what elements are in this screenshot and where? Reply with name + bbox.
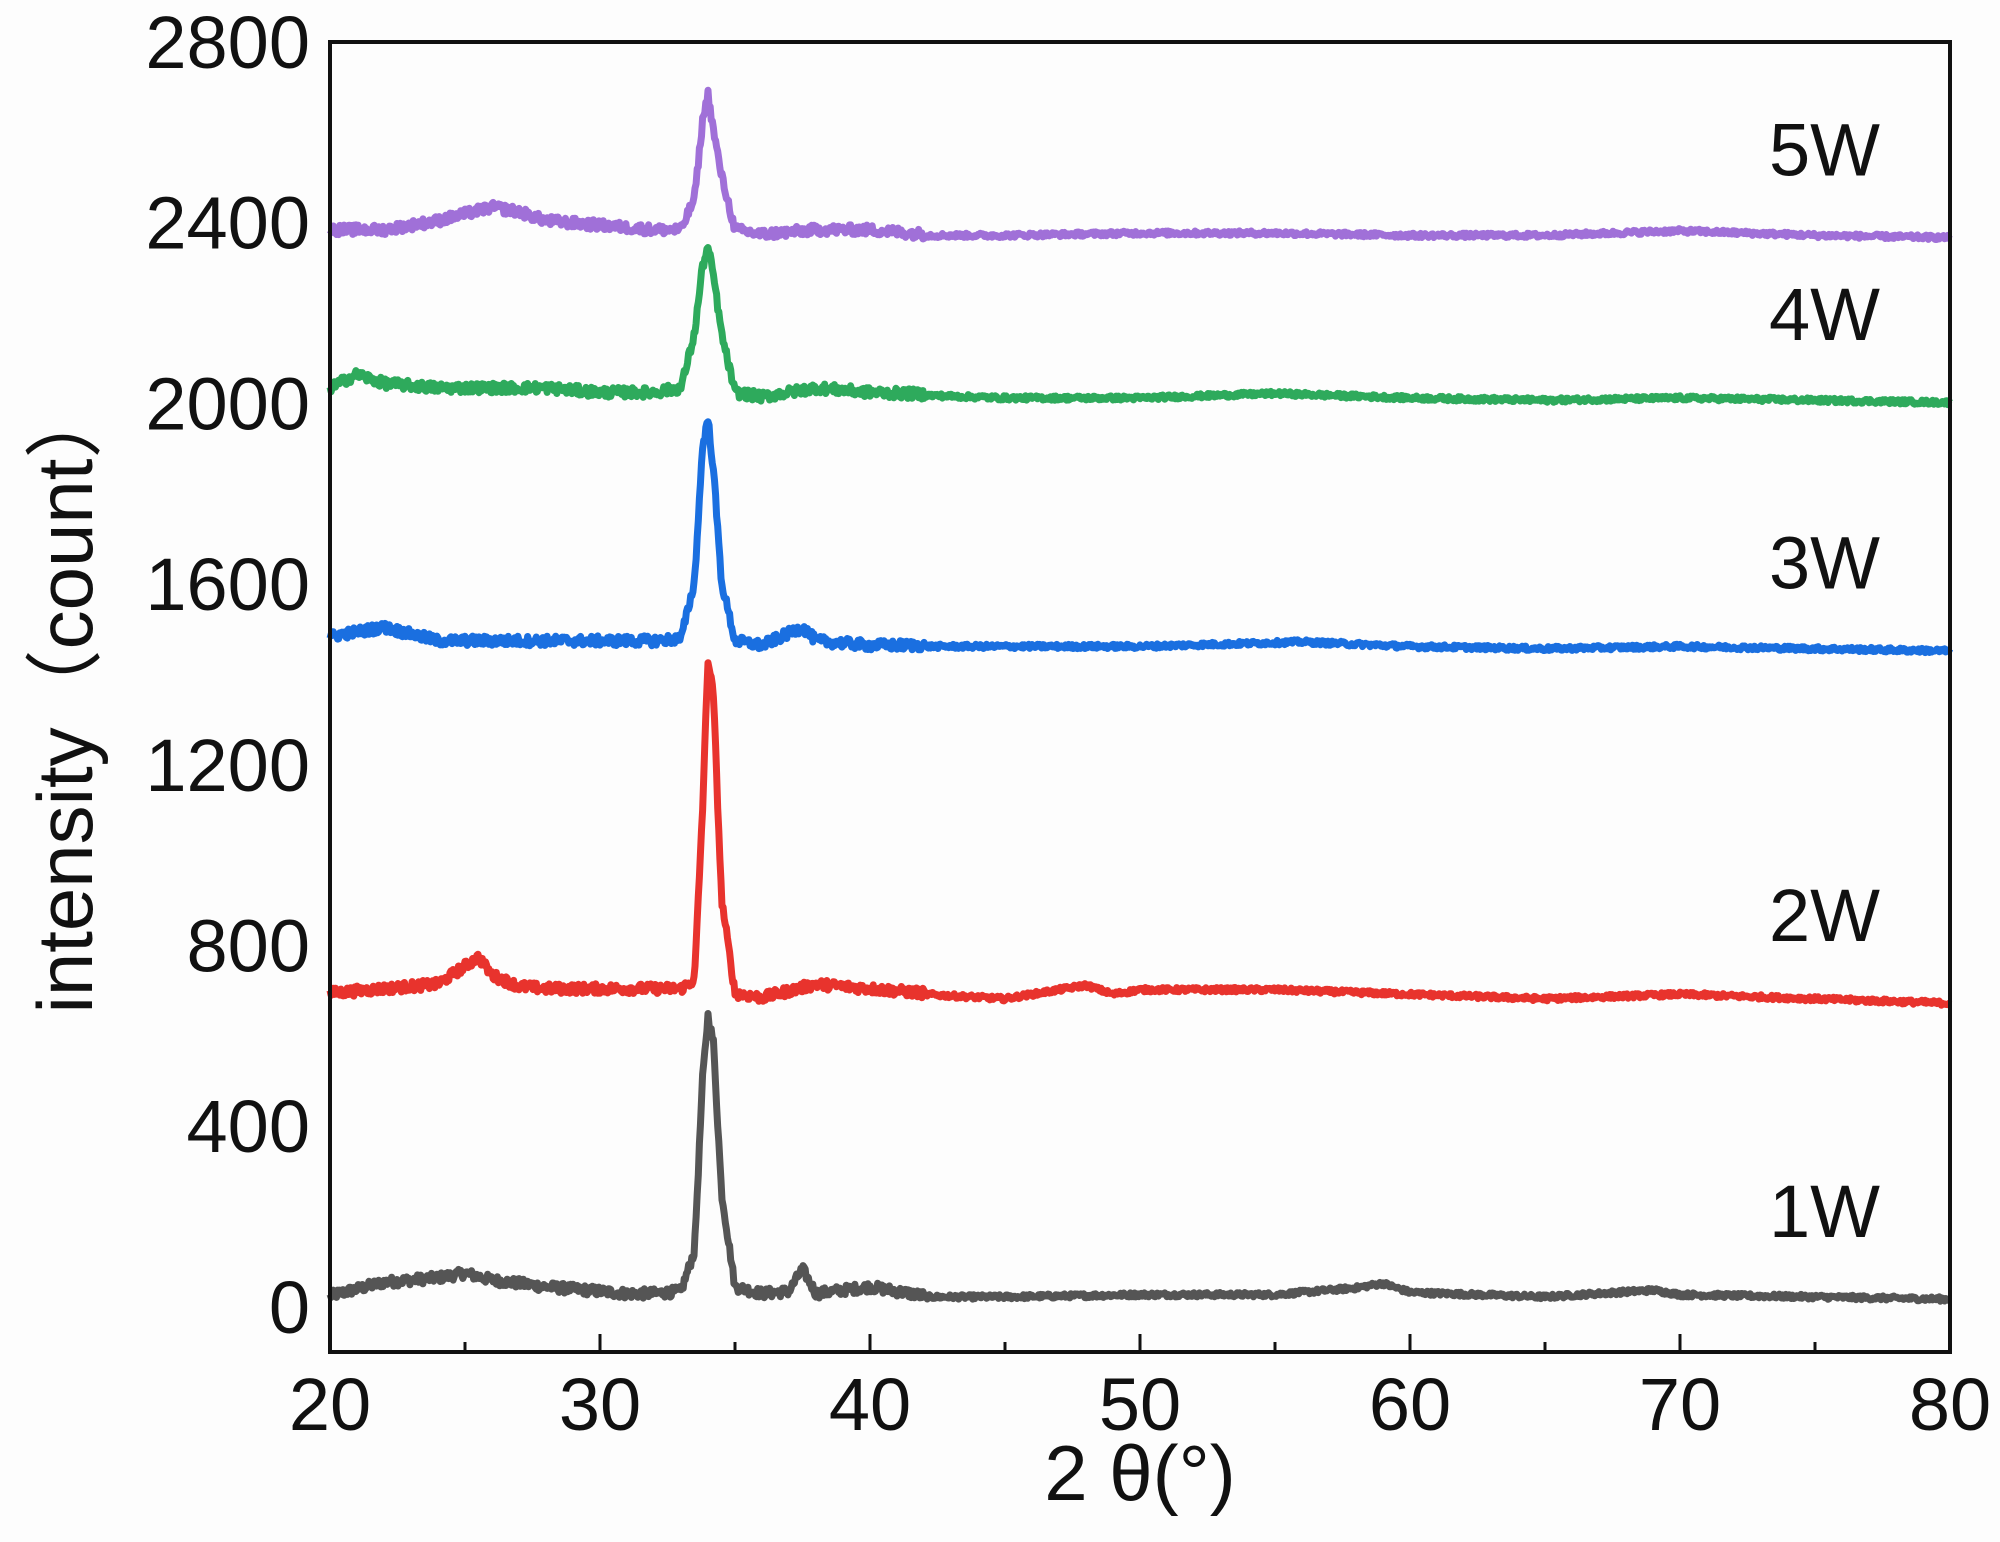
x-tick-label: 60 xyxy=(1369,1363,1451,1446)
x-tick-label: 20 xyxy=(289,1363,371,1446)
y-axis-ticks: 0 400 800 1200 1600 2000 2400 2800 xyxy=(145,1,310,1349)
y-tick-label: 2000 xyxy=(145,362,310,445)
series-label-1W: 1W xyxy=(1769,1170,1880,1253)
y-tick-label: 800 xyxy=(187,904,310,987)
series-line-2W xyxy=(326,659,1953,1009)
series-label-layer: 1W 2W 3W 4W 5W xyxy=(1769,108,1880,1253)
y-tick-label: 2800 xyxy=(145,1,310,84)
x-tick-label: 50 xyxy=(1099,1363,1181,1446)
x-tick-label: 40 xyxy=(829,1363,911,1446)
y-tick-label: 1600 xyxy=(145,543,310,626)
y-tick-label: 0 xyxy=(269,1266,310,1349)
series-label-4W: 4W xyxy=(1769,273,1880,356)
x-axis-title: 2 θ(°) xyxy=(1044,1429,1236,1517)
series-line-3W xyxy=(326,418,1954,657)
x-tick-label: 70 xyxy=(1639,1363,1721,1446)
series-label-3W: 3W xyxy=(1769,522,1880,605)
x-tick-label: 30 xyxy=(559,1363,641,1446)
x-axis-ticks: 20 30 40 50 60 70 80 xyxy=(289,1334,1991,1446)
series-label-2W: 2W xyxy=(1769,874,1880,957)
series-layer xyxy=(326,86,1954,1305)
y-tick-label: 2400 xyxy=(145,182,310,265)
series-label-5W: 5W xyxy=(1769,108,1880,191)
x-tick-label: 80 xyxy=(1909,1363,1991,1446)
y-axis-title: intensity（count） xyxy=(21,381,109,1014)
y-tick-label: 1200 xyxy=(145,724,310,807)
series-line-4W xyxy=(326,244,1953,409)
y-tick-label: 400 xyxy=(187,1085,310,1168)
series-line-5W xyxy=(327,86,1953,243)
series-line-1W xyxy=(326,1010,1953,1305)
